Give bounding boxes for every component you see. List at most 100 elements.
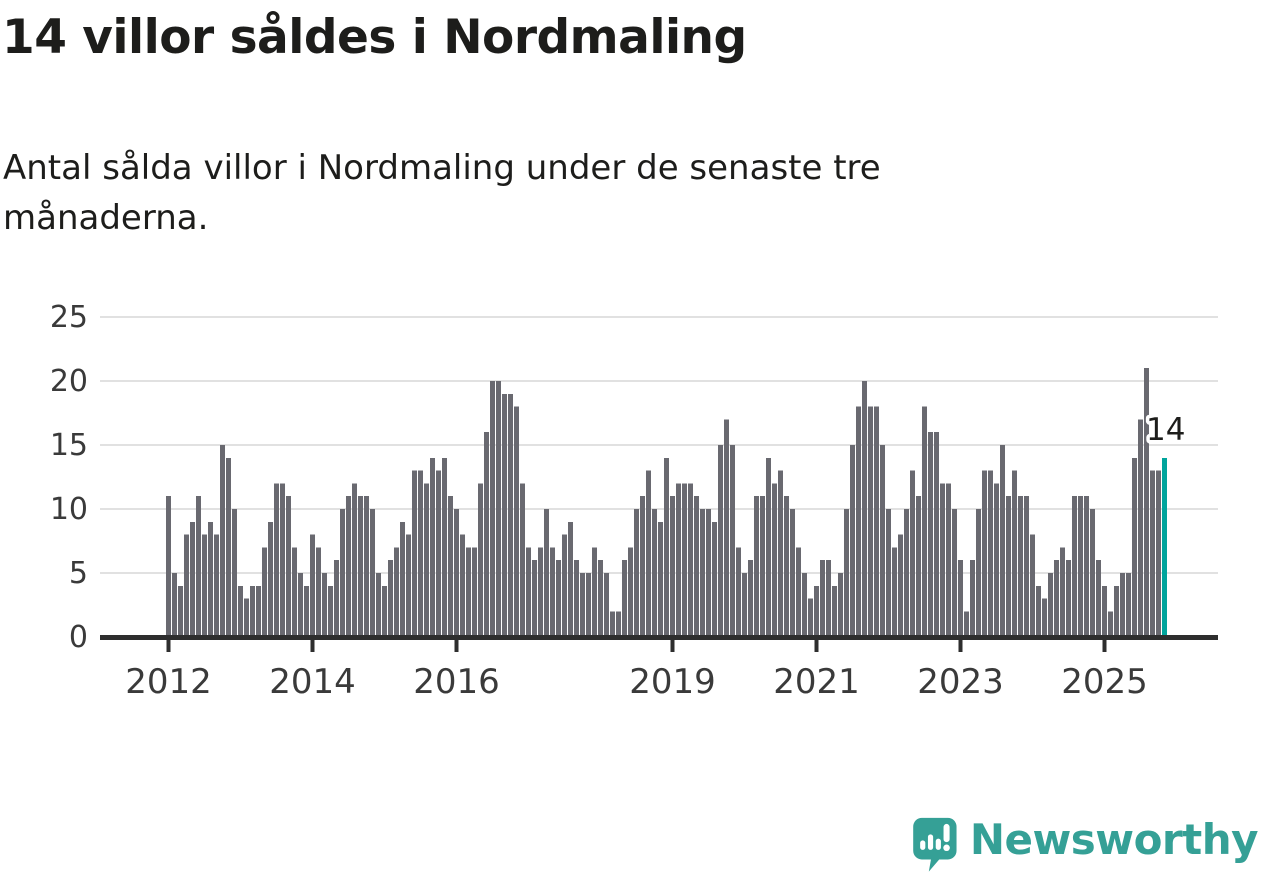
bar bbox=[1078, 496, 1083, 637]
chart-subtitle-line-1: Antal sålda villor i Nordmaling under de… bbox=[3, 148, 881, 188]
bar bbox=[772, 483, 777, 637]
bar bbox=[694, 496, 699, 637]
bar bbox=[718, 445, 723, 637]
chart-subtitle-line-2: månaderna. bbox=[3, 198, 209, 238]
bar bbox=[1036, 585, 1041, 637]
bar bbox=[616, 611, 621, 637]
bar bbox=[952, 509, 957, 637]
bar bbox=[1138, 419, 1143, 637]
bar bbox=[448, 496, 453, 637]
bar bbox=[844, 509, 849, 637]
bar-value-label: 14 bbox=[1146, 412, 1185, 448]
bar bbox=[580, 573, 585, 637]
bar bbox=[1114, 585, 1119, 637]
bar bbox=[796, 547, 801, 637]
bar bbox=[370, 509, 375, 637]
bar bbox=[298, 573, 303, 637]
bar bbox=[484, 432, 489, 637]
bar bbox=[922, 406, 927, 637]
gridline-y-25 bbox=[100, 316, 1218, 318]
newsworthy-logo: Newsworthy bbox=[908, 813, 1259, 873]
bar bbox=[652, 509, 657, 637]
y-axis-tick-label: 15 bbox=[50, 428, 88, 463]
bar bbox=[760, 496, 765, 637]
x-axis-tick bbox=[454, 640, 459, 652]
bar bbox=[466, 547, 471, 637]
y-axis-tick-label: 0 bbox=[69, 620, 88, 655]
bar bbox=[724, 419, 729, 637]
bar bbox=[856, 406, 861, 637]
x-axis-year-label: 2016 bbox=[413, 662, 500, 702]
bar bbox=[592, 547, 597, 637]
bar bbox=[832, 585, 837, 637]
bar bbox=[268, 521, 273, 637]
bar bbox=[400, 521, 405, 637]
bar bbox=[664, 457, 669, 637]
bar bbox=[730, 445, 735, 637]
y-axis-tick-label: 10 bbox=[50, 492, 88, 527]
bar bbox=[244, 598, 249, 637]
x-axis-tick bbox=[670, 640, 675, 652]
logo-mini-bar-3 bbox=[935, 838, 941, 850]
bar bbox=[874, 406, 879, 637]
bar bbox=[682, 483, 687, 637]
bar bbox=[496, 381, 501, 637]
bar bbox=[1084, 496, 1089, 637]
bar bbox=[766, 457, 771, 637]
bar bbox=[736, 547, 741, 637]
bar bbox=[622, 560, 627, 637]
bar bbox=[340, 509, 345, 637]
bar bbox=[754, 496, 759, 637]
bar bbox=[1126, 573, 1131, 637]
y-axis-tick-label: 5 bbox=[69, 556, 88, 591]
logo-mini-bar-2 bbox=[927, 834, 933, 850]
bar bbox=[472, 547, 477, 637]
bar bbox=[322, 573, 327, 637]
bar bbox=[1060, 547, 1065, 637]
bar bbox=[910, 470, 915, 637]
bar bbox=[634, 509, 639, 637]
bar bbox=[838, 573, 843, 637]
bar bbox=[178, 585, 183, 637]
bar bbox=[1000, 445, 1005, 637]
bar bbox=[436, 470, 441, 637]
bar bbox=[790, 509, 795, 637]
bar bbox=[316, 547, 321, 637]
bar bbox=[226, 457, 231, 637]
bar bbox=[586, 573, 591, 637]
bar bbox=[610, 611, 615, 637]
bar bbox=[1096, 560, 1101, 637]
bar bbox=[310, 534, 315, 637]
bar bbox=[382, 585, 387, 637]
bar bbox=[328, 585, 333, 637]
bar bbox=[604, 573, 609, 637]
newsworthy-logo-icon bbox=[913, 817, 957, 872]
bar bbox=[334, 560, 339, 637]
bar bbox=[1072, 496, 1077, 637]
logo-exclamation-dot bbox=[943, 844, 950, 852]
x-axis-year-label: 2012 bbox=[125, 662, 212, 702]
bar bbox=[202, 534, 207, 637]
highlighted-bar bbox=[1162, 457, 1167, 637]
bar bbox=[478, 483, 483, 637]
bar bbox=[364, 496, 369, 637]
bar bbox=[196, 496, 201, 637]
x-axis-tick bbox=[310, 640, 315, 652]
bar bbox=[1006, 496, 1011, 637]
x-axis-year-label: 2019 bbox=[629, 662, 716, 702]
x-axis-tick bbox=[958, 640, 963, 652]
bar bbox=[994, 483, 999, 637]
bar bbox=[526, 547, 531, 637]
bar bbox=[676, 483, 681, 637]
bar bbox=[778, 470, 783, 637]
bar bbox=[520, 483, 525, 637]
bar bbox=[904, 509, 909, 637]
bar bbox=[514, 406, 519, 637]
bar bbox=[280, 483, 285, 637]
bar bbox=[286, 496, 291, 637]
bar bbox=[346, 496, 351, 637]
bar bbox=[976, 509, 981, 637]
bar bbox=[700, 509, 705, 637]
